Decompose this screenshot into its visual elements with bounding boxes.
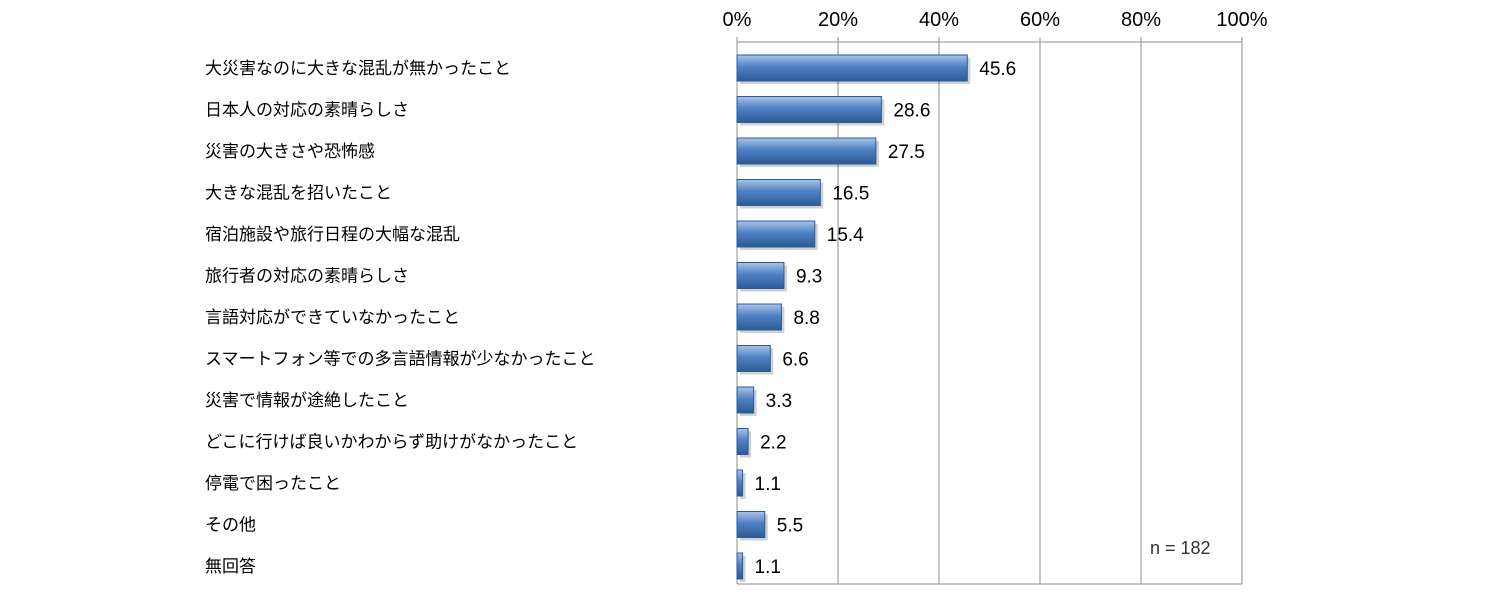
bar: [736, 220, 816, 248]
x-tick-label: 0%: [723, 9, 752, 31]
bar: [736, 428, 749, 455]
x-tick-label: 100%: [1216, 9, 1267, 31]
x-tick-label: 20%: [818, 9, 858, 31]
category-label: 停電で困ったこと: [205, 474, 341, 494]
category-label: 大きな混乱を招いたこと: [205, 184, 392, 204]
labels: 0% 20% 40% 60% 80% 100% 大災害なのに大きな混乱が無かったこと 45.6…: [205, 9, 1268, 578]
bar: [736, 386, 755, 414]
category-label: 災害の大きさや恐怖感: [205, 142, 375, 162]
bar: [736, 262, 785, 289]
x-tick-label: 80%: [1121, 9, 1161, 31]
value-label: 8.8: [793, 308, 819, 329]
category-label: 大災害なのに大きな混乱が無かったこと: [205, 59, 511, 79]
value-label: 45.6: [979, 59, 1016, 80]
value-label: 28.6: [893, 101, 930, 122]
bar: [736, 552, 744, 580]
bar: [736, 137, 877, 165]
category-label: 災害で情報が途絶したこと: [205, 391, 409, 411]
category-label: スマートフォン等での多言語情報が少なかったこと: [205, 350, 596, 370]
bar: [736, 179, 821, 206]
x-tick-label: 40%: [919, 9, 959, 31]
bar: [736, 469, 744, 497]
bar: [736, 96, 882, 123]
category-label: 日本人の対応の素晴らしさ: [205, 101, 409, 121]
value-label: 9.3: [796, 267, 822, 288]
value-label: 15.4: [827, 225, 864, 246]
value-label: 3.3: [766, 391, 792, 412]
value-label: 27.5: [888, 142, 925, 163]
bar: [736, 345, 771, 372]
value-label: 1.1: [755, 474, 781, 495]
bar: [736, 54, 968, 82]
category-label: その他: [205, 516, 256, 536]
bars: [736, 54, 971, 582]
value-label: 2.2: [760, 433, 786, 454]
category-label: 無回答: [205, 557, 256, 577]
category-label: 旅行者の対応の素晴らしさ: [205, 267, 409, 287]
category-label: 言語対応ができていなかったこと: [205, 308, 460, 328]
value-label: 1.1: [755, 557, 781, 578]
category-label: 宿泊施設や旅行日程の大幅な混乱: [205, 225, 460, 245]
category-label: どこに行けば良いかわからず助けがなかったこと: [205, 433, 578, 453]
sample-size-note: n = 182: [1150, 538, 1211, 558]
bar: [736, 303, 782, 331]
value-label: 16.5: [832, 184, 869, 205]
value-label: 5.5: [777, 516, 803, 537]
bar: [736, 511, 766, 538]
x-tick-label: 60%: [1020, 9, 1060, 31]
value-label: 6.6: [782, 350, 808, 371]
